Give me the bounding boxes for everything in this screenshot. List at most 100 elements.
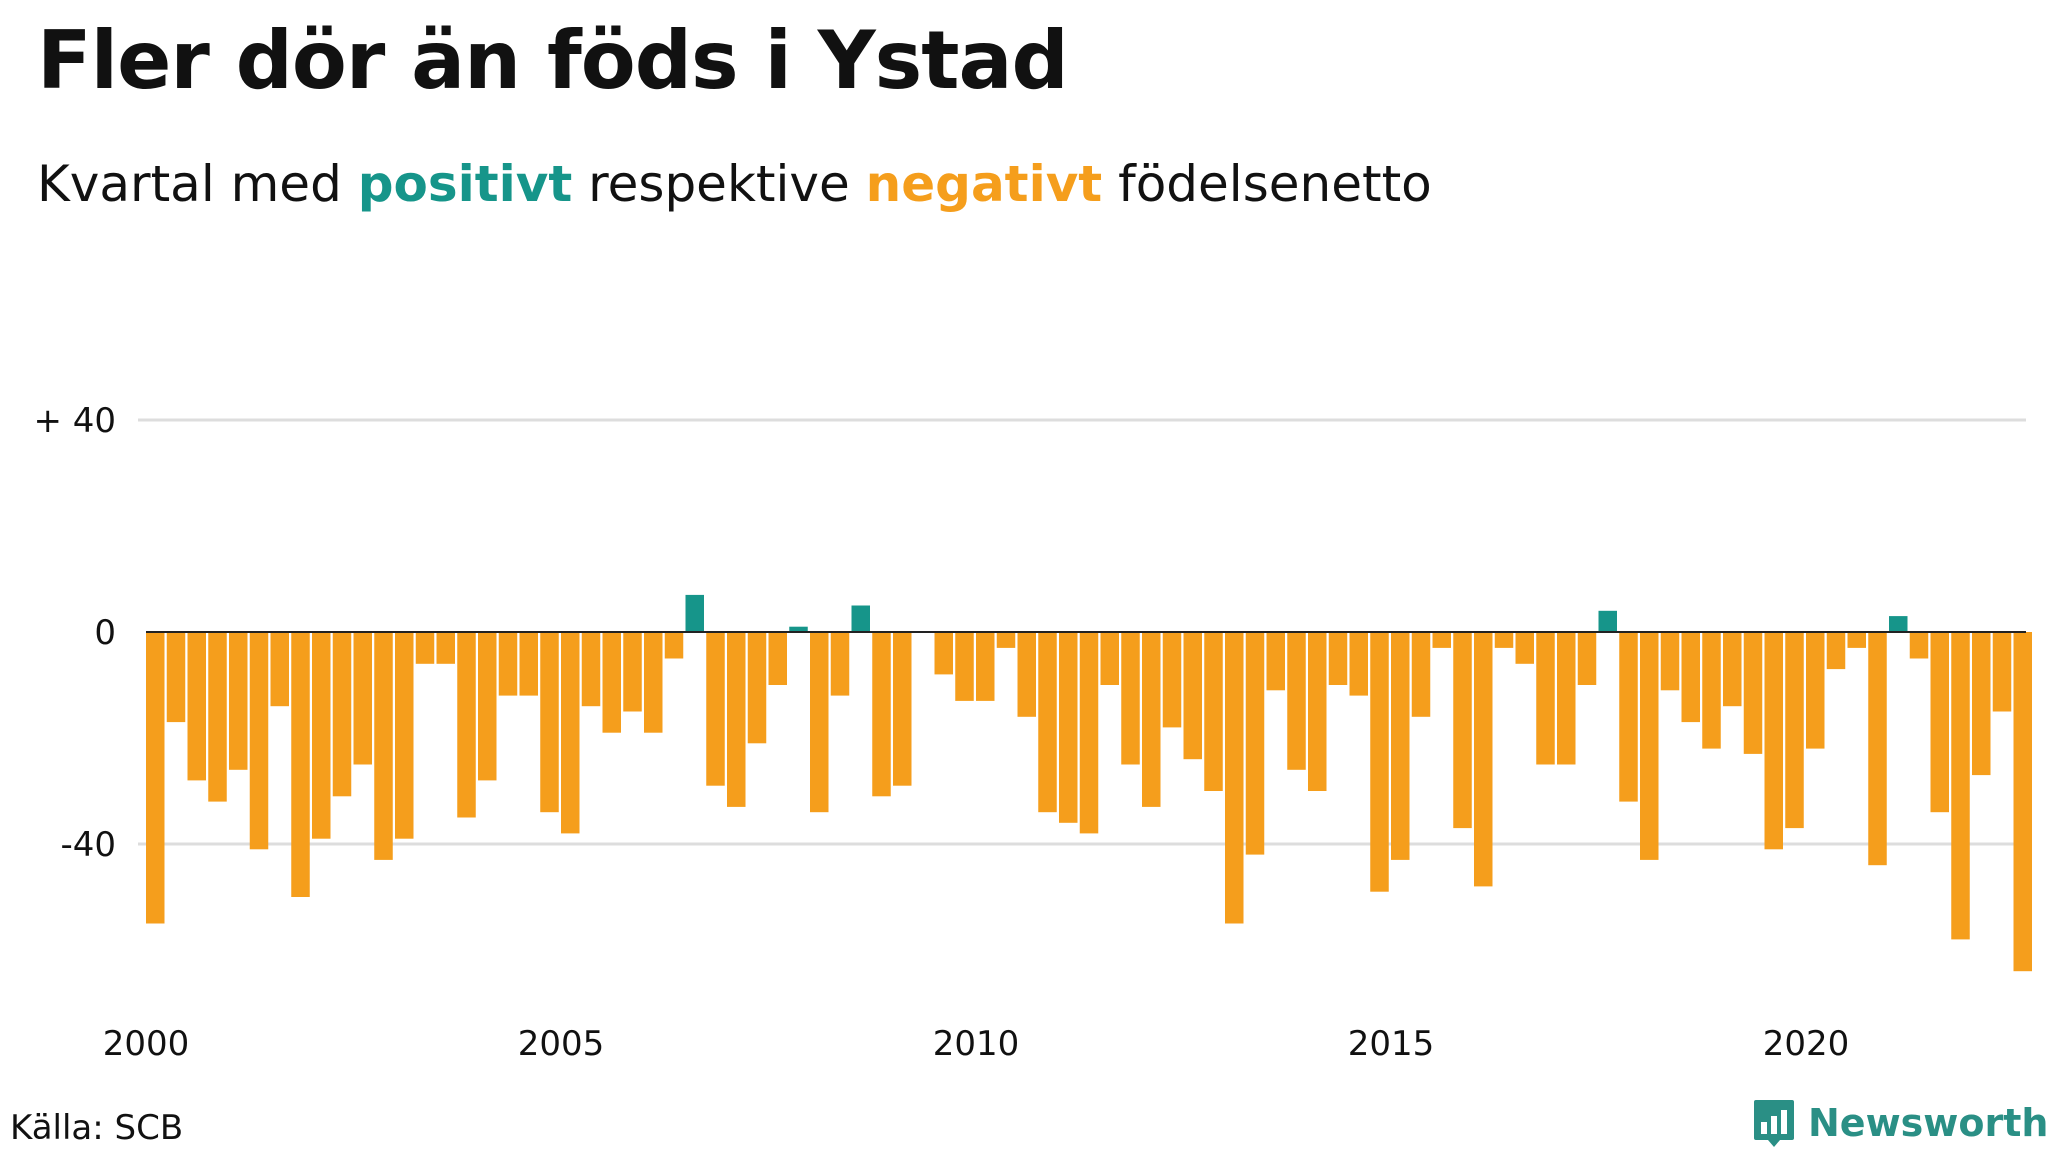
bar: [208, 632, 227, 802]
bar: [1930, 632, 1949, 813]
bar: [146, 632, 165, 924]
subtitle-positive: positivt: [357, 155, 573, 213]
x-tick-label: 2015: [1348, 1024, 1435, 1064]
bar: [1743, 632, 1763, 754]
subtitle-suffix: födelsenetto: [1102, 155, 1432, 213]
bar: [1432, 632, 1451, 648]
bar: [1266, 632, 1285, 691]
bar: [1972, 632, 1991, 776]
bar: [934, 632, 953, 675]
bar: [893, 632, 912, 786]
y-tick-label: -40: [60, 825, 116, 865]
bar: [2013, 632, 2032, 972]
x-tick-label: 2010: [933, 1024, 1020, 1064]
bar: [685, 594, 704, 632]
bar: [664, 632, 684, 659]
bar: [519, 632, 538, 696]
bar: [1245, 632, 1265, 855]
bar: [353, 632, 372, 765]
bar: [1204, 632, 1223, 791]
bar: [602, 632, 621, 733]
bar: [1453, 632, 1472, 829]
bar: [727, 632, 746, 807]
bar: [1557, 632, 1576, 765]
bar: [706, 632, 725, 786]
bar: [1059, 632, 1078, 823]
bar: [851, 605, 870, 632]
brand-logo: Newsworthy: [1752, 1098, 2048, 1148]
bar: [1847, 632, 1866, 648]
bar: [1785, 632, 1804, 829]
bar: [166, 632, 186, 723]
bar: [1079, 632, 1099, 834]
chart-subtitle: Kvartal med positivt respektive negativt…: [37, 155, 1432, 213]
bar: [1619, 632, 1638, 802]
bar: [1868, 632, 1887, 866]
bar: [644, 632, 663, 733]
bar: [1411, 632, 1431, 717]
bar: [1370, 632, 1389, 892]
bar: [1536, 632, 1555, 765]
bar: [395, 632, 414, 839]
bar: [1577, 632, 1597, 685]
bar: [1287, 632, 1306, 770]
bar: [1598, 610, 1617, 632]
bar: [291, 632, 310, 897]
y-tick-label: 0: [94, 613, 116, 653]
bar: [1889, 616, 1908, 632]
bar: [1992, 632, 2012, 712]
bar: [789, 626, 808, 632]
bar: [1723, 632, 1742, 707]
bar: [996, 632, 1016, 648]
x-tick-label: 2005: [518, 1024, 605, 1064]
newsworthy-logo-icon: [1754, 1100, 1794, 1147]
bar: [249, 632, 269, 850]
y-tick-label: + 40: [33, 401, 116, 441]
bar: [312, 632, 331, 839]
subtitle-negative: negativt: [865, 155, 1103, 213]
bar: [747, 632, 767, 744]
bar: [1494, 632, 1514, 648]
bar: [1308, 632, 1327, 791]
bar: [976, 632, 995, 701]
bar: [270, 632, 289, 707]
bar: [1806, 632, 1825, 749]
bar: [623, 632, 642, 712]
bar: [229, 632, 248, 770]
bar: [1328, 632, 1348, 685]
bar: [810, 632, 829, 813]
x-tick-label: 2020: [1763, 1024, 1850, 1064]
bar: [1515, 632, 1534, 664]
bar: [1121, 632, 1140, 765]
bar: [955, 632, 974, 701]
bar: [830, 632, 850, 696]
bar: [1951, 632, 1970, 940]
bar: [561, 632, 580, 834]
bar: [415, 632, 435, 664]
bar: [1225, 632, 1244, 924]
bar: [187, 632, 206, 781]
bar: [1909, 632, 1929, 659]
bar: [478, 632, 497, 781]
bar: [1100, 632, 1119, 685]
bar: [1349, 632, 1368, 696]
bar: [1038, 632, 1057, 813]
bar: [768, 632, 787, 685]
x-tick-label: 2000: [103, 1024, 190, 1064]
bar: [1142, 632, 1161, 807]
brand-name: Newsworthy: [1808, 1101, 2048, 1145]
subtitle-prefix: Kvartal med: [37, 155, 358, 213]
bar: [1162, 632, 1182, 728]
bar: [1702, 632, 1721, 749]
bar: [498, 632, 518, 696]
bar: [332, 632, 352, 797]
bar: [1183, 632, 1202, 760]
bar: [1017, 632, 1036, 717]
bar: [1681, 632, 1700, 723]
source-note: Källa: SCB: [10, 1108, 184, 1148]
bar: [374, 632, 393, 860]
bar: [1826, 632, 1846, 670]
chart-title: Fler dör än föds i Ystad: [37, 14, 1069, 107]
bar: [1391, 632, 1410, 860]
